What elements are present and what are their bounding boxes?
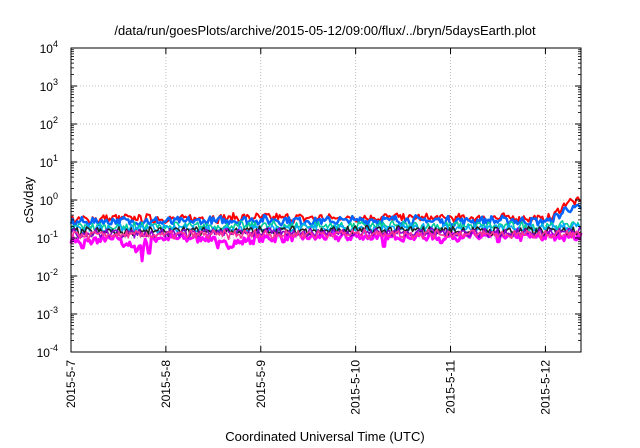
y-tick-label: 10-2 [37,267,58,284]
chart-title: /data/run/goesPlots/archive/2015-05-12/0… [114,23,536,38]
y-tick-label: 100 [40,191,58,208]
ticks: 10-4 10-3 10-2 10-1 100 101 102 103 104 2015-5-7 2… [37,39,581,415]
x-tick-label: 2015-5-11 [444,360,458,414]
y-tick-label: 103 [40,77,58,94]
series-line [70,224,582,237]
series-layer [69,196,583,263]
y-tick-label: 102 [40,115,58,132]
y-axis-label: cSv/day [21,176,36,223]
y-tick-label: 10-4 [37,343,58,360]
series-line [69,203,583,228]
y-tick-label: 10-3 [37,305,58,322]
y-tick-label: 104 [40,39,58,56]
x-tick-label: 2015-5-8 [159,360,173,408]
x-tick-label: 2015-5-10 [349,360,363,415]
grid [71,48,581,352]
series-line [70,228,582,241]
x-tick-label: 2015-5-7 [64,360,78,408]
x-tick-label: 2015-5-9 [254,360,268,408]
x-tick-label: 2015-5-12 [538,360,552,415]
x-axis-label: Coordinated Universal Time (UTC) [225,429,424,444]
y-tick-label: 101 [40,153,58,170]
y-tick-label: 10-1 [37,229,58,246]
